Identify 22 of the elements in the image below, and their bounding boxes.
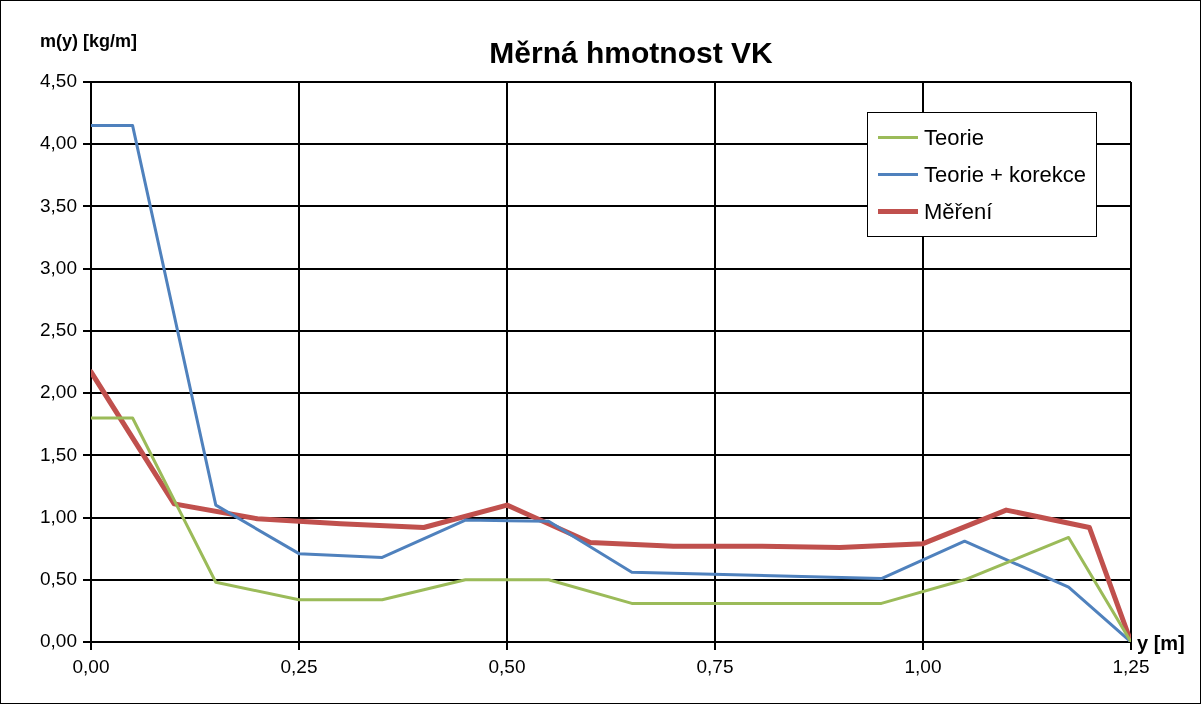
y-tick-label: 3,50 xyxy=(40,194,77,216)
y-tick-label: 4,00 xyxy=(40,132,77,154)
y-axis-title: m(y) [kg/m] xyxy=(40,30,138,51)
y-tick-label: 1,00 xyxy=(40,505,77,527)
chart-title: Měrná hmotnost VK xyxy=(489,36,773,70)
y-tick-label: 0,50 xyxy=(40,568,77,590)
x-tick-label: 0,25 xyxy=(280,655,318,677)
y-tick-label: 3,00 xyxy=(40,256,77,278)
x-tick-label: 1,00 xyxy=(904,655,942,677)
legend-label: Teorie xyxy=(923,124,984,152)
y-tick-label: 0,00 xyxy=(40,630,77,652)
x-tick-label: 0,50 xyxy=(488,655,526,677)
x-tick-label: 0,75 xyxy=(696,655,734,677)
legend-label: Měření xyxy=(923,198,993,226)
y-tick-label: 4,50 xyxy=(40,70,77,92)
legend-label: Teorie + korekce xyxy=(923,161,1086,189)
y-tick-label: 1,50 xyxy=(40,443,77,465)
x-tick-label: 0,00 xyxy=(72,655,110,677)
x-axis-title: y [m] xyxy=(1137,631,1185,654)
y-tick-label: 2,00 xyxy=(40,381,77,403)
y-tick-label: 2,50 xyxy=(40,319,77,341)
x-tick-label: 1,25 xyxy=(1112,655,1150,677)
